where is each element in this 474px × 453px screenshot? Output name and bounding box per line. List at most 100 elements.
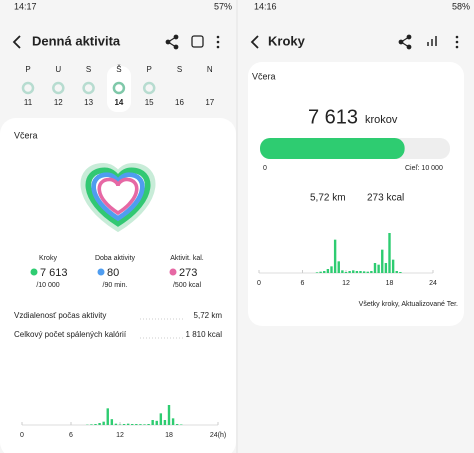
- more-icon[interactable]: [216, 35, 220, 49]
- weekday: P: [25, 65, 30, 74]
- bar: [122, 424, 126, 425]
- metric-value: 80: [107, 267, 119, 279]
- bar: [102, 421, 105, 425]
- bar: [399, 272, 402, 273]
- bar: [326, 269, 330, 273]
- bar: [362, 271, 366, 273]
- weekday: Š: [116, 65, 121, 74]
- section: Včera: [14, 130, 38, 140]
- bar: [175, 424, 179, 425]
- date: 14: [114, 98, 123, 107]
- more-icon[interactable]: [455, 35, 459, 49]
- bar: [114, 423, 118, 425]
- day-ring: [142, 81, 156, 95]
- bar: [377, 264, 380, 273]
- date: 13: [84, 98, 93, 107]
- bar: [366, 271, 369, 273]
- status-time: 14:16: [254, 1, 277, 11]
- bar: [155, 420, 158, 425]
- bar: [395, 271, 398, 273]
- x-tick-label: 0: [257, 280, 261, 287]
- bar: [359, 271, 362, 273]
- section: Včera: [252, 71, 276, 81]
- day-ring: [112, 81, 126, 95]
- bar: [167, 405, 171, 425]
- selected-day: [107, 66, 131, 112]
- x-tick-label: 24: [429, 280, 437, 287]
- weekday: P: [147, 65, 152, 74]
- metric-label: Doba aktivity: [95, 255, 136, 262]
- bar: [384, 263, 388, 273]
- day-ring: [52, 81, 65, 95]
- metric-label: Kroky: [39, 255, 57, 262]
- row-value: 1 810 kcal: [186, 330, 223, 339]
- date: 15: [145, 98, 154, 107]
- progress-start: 0: [263, 165, 267, 172]
- bar: [333, 239, 337, 273]
- steps: 7 613: [308, 106, 358, 128]
- bar: [106, 408, 109, 425]
- steps-unit: krokov: [365, 114, 398, 126]
- metric-icon: [169, 268, 177, 276]
- bar: [348, 271, 351, 273]
- date: 16: [175, 98, 184, 107]
- progress-bar: [260, 138, 405, 159]
- bar: [163, 420, 167, 425]
- bar: [98, 423, 101, 425]
- day-ring: [21, 81, 35, 95]
- bar: [94, 424, 97, 425]
- bar: [118, 424, 122, 425]
- bar: [355, 271, 359, 273]
- chart-icon[interactable]: [427, 36, 437, 46]
- bar: [147, 424, 150, 425]
- bar: [126, 423, 130, 425]
- calories: 273 kcal: [367, 193, 404, 204]
- goal: Cieľ: 10 000: [405, 165, 443, 172]
- card: [0, 118, 236, 453]
- metric-goal: /500 kcal: [173, 282, 201, 289]
- battery: 58%: [452, 1, 470, 11]
- bar: [90, 424, 93, 425]
- bar: [373, 263, 377, 273]
- bar: [135, 424, 138, 425]
- back-button[interactable]: [250, 35, 259, 49]
- bar: [391, 259, 395, 273]
- x-tick-label: 12: [342, 280, 350, 287]
- metric-label: Aktivit. kal.: [170, 255, 204, 262]
- bar: [323, 271, 326, 273]
- metric-goal: /90 min.: [103, 282, 128, 289]
- bar: [341, 270, 344, 273]
- distance: 5,72 km: [310, 193, 346, 204]
- bar: [159, 413, 163, 425]
- weekday: N: [207, 65, 213, 74]
- bar: [388, 233, 391, 273]
- calendar-icon[interactable]: [191, 35, 204, 48]
- bar: [319, 271, 322, 273]
- bar: [143, 424, 146, 425]
- bar: [180, 424, 183, 425]
- share-icon[interactable]: [398, 34, 412, 50]
- x-tick-label: 24(h): [210, 432, 226, 439]
- bar: [110, 419, 114, 425]
- title: Kroky: [268, 33, 306, 48]
- weekday: S: [177, 65, 182, 74]
- row-label: Vzdialenosť počas aktivity: [14, 311, 106, 320]
- bar: [171, 418, 175, 425]
- bar: [381, 249, 384, 273]
- date: 12: [54, 98, 63, 107]
- bar: [370, 271, 373, 273]
- x-tick-label: 12: [116, 432, 124, 439]
- back-button[interactable]: [12, 35, 21, 49]
- day-ring: [82, 81, 95, 95]
- bar: [131, 424, 134, 425]
- weekday: S: [86, 65, 91, 74]
- date: 11: [24, 98, 33, 107]
- bar: [151, 420, 154, 425]
- x-tick-label: 6: [69, 432, 73, 439]
- bar: [352, 270, 355, 273]
- activity-rings: [80, 162, 156, 233]
- share-icon[interactable]: [165, 34, 179, 50]
- metric-icon: [30, 268, 38, 276]
- row-label: Celkový počet spálených kalórií: [14, 330, 127, 339]
